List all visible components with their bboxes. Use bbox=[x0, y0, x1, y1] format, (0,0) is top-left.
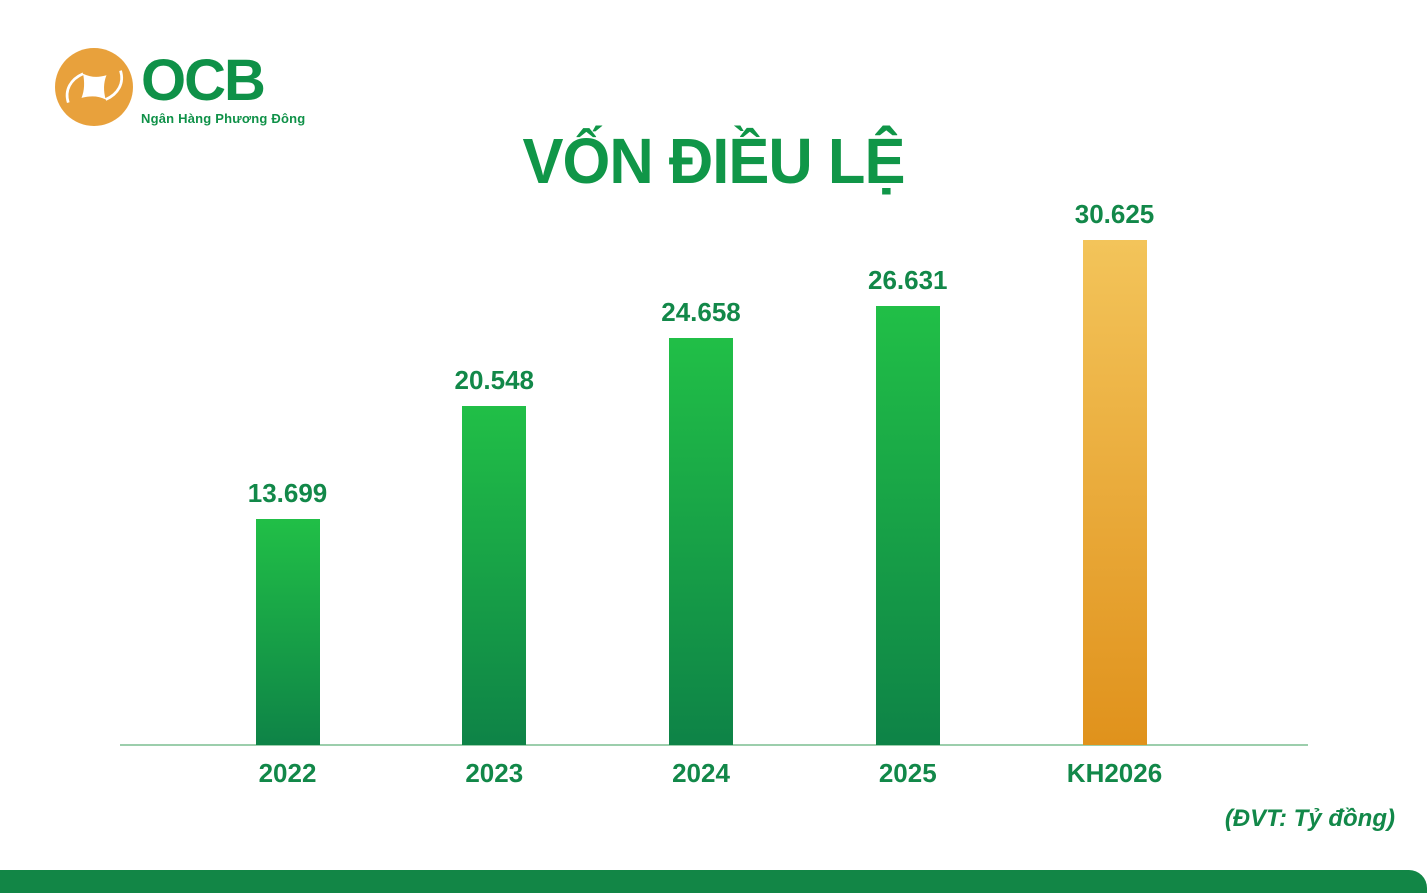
ocb-logo-text: OCB bbox=[141, 48, 266, 113]
chart-title: VỐN ĐIỀU LỆ bbox=[522, 125, 905, 197]
ocb-logo: OCB Ngân Hàng Phương Đông bbox=[55, 48, 305, 126]
x-axis-label-2023: 2023 bbox=[465, 758, 524, 788]
bar-value-label-2022: 13.699 bbox=[247, 478, 328, 508]
bar-group-2023: 20.548 2023 bbox=[454, 365, 534, 788]
bar-2024 bbox=[669, 338, 733, 745]
x-axis-label-2022: 2022 bbox=[258, 758, 317, 788]
bar-group-2022: 13.699 2022 bbox=[248, 478, 328, 788]
footer-accent-bar bbox=[0, 870, 1427, 893]
x-axis-line bbox=[120, 744, 1308, 746]
bar-2025 bbox=[875, 306, 940, 745]
bar-value-label-2024: 24.658 bbox=[661, 297, 741, 327]
bar-KH2026 bbox=[1082, 240, 1147, 745]
x-axis-label-2025: 2025 bbox=[878, 758, 937, 788]
x-axis-label-2024: 2024 bbox=[672, 758, 730, 788]
bar-group-2024: 24.658 2024 bbox=[661, 297, 741, 788]
ocb-logo-text-block: OCB Ngân Hàng Phương Đông bbox=[141, 48, 306, 127]
bar-group-2025: 26.631 2025 bbox=[868, 265, 948, 788]
bar-2022 bbox=[255, 519, 320, 745]
unit-note: (ĐVT: Tỷ đồng) bbox=[1224, 805, 1395, 832]
bar-value-label-2025: 26.631 bbox=[867, 265, 948, 295]
bar-group-KH2026: 30.625 KH2026 bbox=[1067, 199, 1162, 788]
ocb-logo-icon bbox=[55, 48, 133, 126]
ocb-logo-tagline: Ngân Hàng Phương Đông bbox=[141, 111, 306, 126]
bar-value-label-2023: 20.548 bbox=[454, 365, 535, 395]
bar-value-label-KH2026: 30.625 bbox=[1074, 199, 1155, 229]
x-axis-label-KH2026: KH2026 bbox=[1066, 758, 1163, 788]
bar-2023 bbox=[462, 406, 527, 745]
